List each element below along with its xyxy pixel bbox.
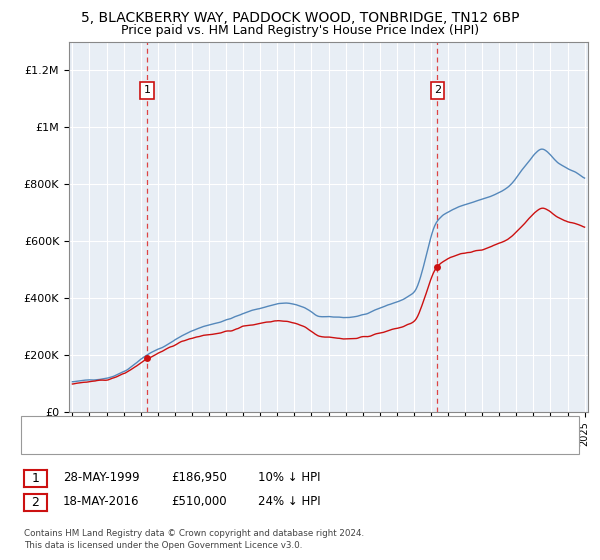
Text: 1: 1 (31, 472, 40, 485)
Text: £186,950: £186,950 (171, 470, 227, 484)
Text: 5, BLACKBERRY WAY, PADDOCK WOOD, TONBRIDGE, TN12 6BP: 5, BLACKBERRY WAY, PADDOCK WOOD, TONBRID… (81, 11, 519, 25)
Text: This data is licensed under the Open Government Licence v3.0.: This data is licensed under the Open Gov… (24, 541, 302, 550)
Text: 2: 2 (434, 85, 441, 95)
Text: 2: 2 (31, 496, 40, 509)
Text: 1: 1 (143, 85, 151, 95)
Text: Price paid vs. HM Land Registry's House Price Index (HPI): Price paid vs. HM Land Registry's House … (121, 24, 479, 36)
Text: £510,000: £510,000 (171, 494, 227, 508)
Text: 18-MAY-2016: 18-MAY-2016 (63, 494, 139, 508)
Text: 28-MAY-1999: 28-MAY-1999 (63, 470, 140, 484)
Text: Contains HM Land Registry data © Crown copyright and database right 2024.: Contains HM Land Registry data © Crown c… (24, 529, 364, 538)
Text: 5, BLACKBERRY WAY, PADDOCK WOOD, TONBRIDGE, TN12 6BP (detached house): 5, BLACKBERRY WAY, PADDOCK WOOD, TONBRID… (73, 422, 479, 432)
Text: 10% ↓ HPI: 10% ↓ HPI (258, 470, 320, 484)
Text: 24% ↓ HPI: 24% ↓ HPI (258, 494, 320, 508)
Text: HPI: Average price, detached house, Tunbridge Wells: HPI: Average price, detached house, Tunb… (73, 437, 337, 447)
